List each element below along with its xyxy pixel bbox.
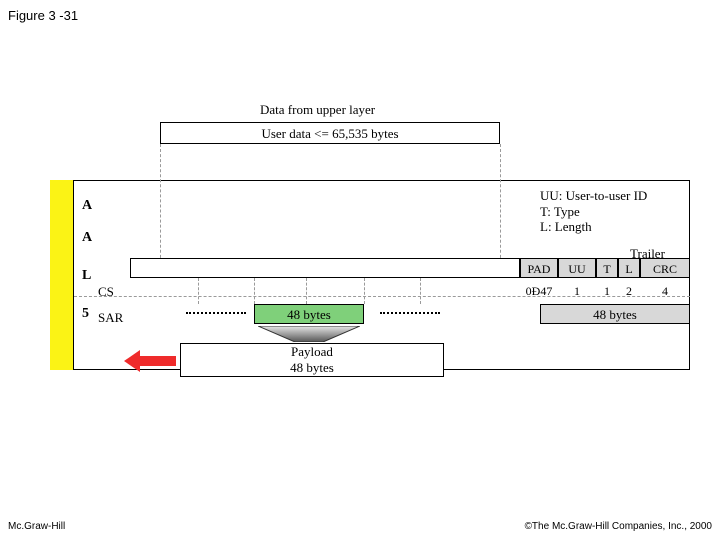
trailer-cell: L [618,258,640,278]
trailer-size: 1 [596,284,618,298]
aal-letter: A [82,198,92,215]
sar-label: SAR [98,310,123,326]
vdash [364,278,365,304]
cs-label: CS [98,284,114,300]
vdash [198,278,199,304]
footer-right: ©The Mc.Graw-Hill Companies, Inc., 2000 [525,521,712,532]
aal-letter: L [82,268,91,285]
trailer-cell: CRC [640,258,690,278]
trailer-size: 4 [640,284,690,298]
trailer-size: 2 [618,284,640,298]
sar-segment-right: 48 bytes [540,304,690,324]
aal-letter: 5 [82,306,89,323]
trailer-size: 1 [558,284,596,298]
figure-title: Figure 3 -31 [8,8,78,23]
user-data-box: User data <= 65,535 bytes [160,122,500,144]
cs-pdu-body [130,258,520,278]
upper-layer-label: Data from upper layer [260,102,375,118]
aal-letter: A [82,230,92,247]
vdash [306,278,307,304]
aal-strip [50,180,74,370]
payload-box: Payload48 bytes [180,343,444,377]
trailer-size: 0Ð47 [520,284,558,298]
vdash [420,278,421,304]
sar-dots [380,312,440,314]
red-arrow-icon [124,350,176,377]
footer-left: Mc.Graw-Hill [8,521,65,532]
trailer-cell: PAD [520,258,558,278]
down-arrow-icon [258,326,360,342]
trailer-cell: T [596,258,618,278]
legend: UU: User-to-user ID T: Type L: Length [540,188,647,235]
sar-dots [186,312,246,314]
trailer-cell: UU [558,258,596,278]
sar-segment-green: 48 bytes [254,304,364,324]
vdash [254,278,255,304]
